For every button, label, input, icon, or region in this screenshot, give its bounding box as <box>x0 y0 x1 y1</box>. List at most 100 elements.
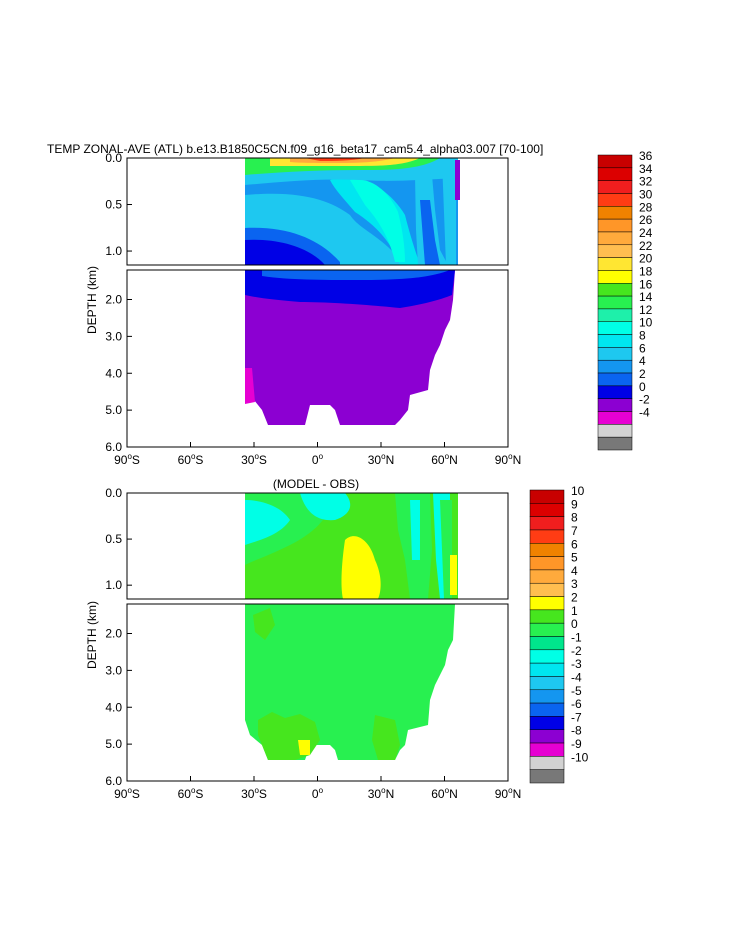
field-shape <box>298 740 310 755</box>
field-shape <box>410 500 420 560</box>
y-tick-label: 3.0 <box>105 663 122 677</box>
colorbar-swatch <box>529 689 565 704</box>
colorbar-label: 28 <box>639 200 653 214</box>
colorbar-label: -4 <box>639 406 650 420</box>
colorbar-swatch <box>529 742 565 757</box>
y-tick-label: 6.0 <box>105 440 122 454</box>
colorbar-swatch <box>597 347 633 361</box>
colorbar-swatch <box>597 244 633 258</box>
field-shape <box>350 179 405 262</box>
field-shape <box>420 200 440 265</box>
colorbar-label: 30 <box>639 187 653 201</box>
colorbar-label: -10 <box>571 750 589 764</box>
x-tick-label: 60oS <box>178 452 204 467</box>
field-shape <box>442 160 456 265</box>
colorbar-label: 20 <box>639 252 653 266</box>
colorbar-swatch <box>597 218 633 233</box>
field-shape <box>455 160 460 200</box>
colorbar-swatch <box>597 295 633 310</box>
field-shape <box>245 500 290 545</box>
x-tick-label: 0o <box>312 452 324 467</box>
colorbar-swatch <box>597 257 633 271</box>
colorbar-label: 24 <box>639 226 653 240</box>
colorbar-label: -6 <box>571 697 582 711</box>
colorbar-swatch <box>529 609 565 624</box>
colorbar-layer: 363432302826242220181614121086420-2-4109… <box>529 149 653 784</box>
field-shape <box>372 715 400 760</box>
x-tick-label: 30oN <box>368 452 394 467</box>
colorbar-label: -2 <box>639 393 650 407</box>
y-tick-label: 2.0 <box>105 293 122 307</box>
colorbar-label: 6 <box>639 341 646 355</box>
colorbar-label: 18 <box>639 264 653 278</box>
bottom-chart-title: (MODEL - OBS) <box>273 477 359 491</box>
colorbar-label: 7 <box>571 524 578 538</box>
bottom-lower-field <box>245 604 455 760</box>
colorbar-label: 0 <box>639 380 646 394</box>
colorbar-label: 14 <box>639 290 653 304</box>
colorbar-label: 8 <box>571 511 578 525</box>
y-tick-label: 4.0 <box>105 366 122 380</box>
colorbar-label: 12 <box>639 303 653 317</box>
colorbar-swatch <box>597 206 633 220</box>
colorbar-label: -9 <box>571 737 582 751</box>
colorbar-label: -2 <box>571 644 582 658</box>
field-shape <box>245 270 455 425</box>
colorbar-swatch <box>529 756 565 770</box>
colorbar-label: 2 <box>571 591 578 605</box>
colorbar-swatch <box>597 359 633 374</box>
field-shape <box>245 239 325 265</box>
y-tick-label: 0.5 <box>105 198 122 212</box>
field-shape <box>253 608 275 640</box>
colorbar-swatch <box>597 193 633 207</box>
colorbar-label: 3 <box>571 577 578 591</box>
colorbar-swatch <box>529 676 565 691</box>
colorbar-label: 10 <box>639 316 653 330</box>
colorbar-swatch <box>529 662 565 677</box>
x-tick-label: 30oS <box>241 786 267 801</box>
colorbar-swatch <box>597 308 633 322</box>
colorbar-label: 4 <box>571 564 578 578</box>
axes-layer: 90oS 60oS 30oS 0o 30oN 60oN 90oN 0.0 0.5 1.0 2.0 3.… <box>85 151 521 801</box>
x-tick-label: 0o <box>312 786 324 801</box>
colorbar-label: -4 <box>571 670 582 684</box>
y-tick-label: 4.0 <box>105 700 122 714</box>
colorbar-swatch <box>529 716 565 730</box>
colorbar-swatch <box>529 543 565 557</box>
x-tick-label: 90oN <box>495 452 521 467</box>
colorbar-label: -8 <box>571 724 582 738</box>
colorbar-label: -7 <box>571 710 582 724</box>
y-tick-label: 0.0 <box>105 486 122 500</box>
colorbar-swatch <box>529 529 565 544</box>
bottom-panel: (MODEL - OBS) <box>126 477 509 782</box>
colorbar-swatch <box>597 424 633 438</box>
x-tick-label: 30oS <box>241 452 267 467</box>
y-tick-label: 1.0 <box>105 244 122 258</box>
colorbar-label: 10 <box>571 484 585 498</box>
colorbar-label: 16 <box>639 277 653 291</box>
field-shape <box>341 536 381 599</box>
colorbar-swatch <box>597 167 633 181</box>
y-tick-label: 6.0 <box>105 774 122 788</box>
field-shape <box>262 270 450 280</box>
colorbar-label: 9 <box>571 497 578 511</box>
colorbar-label: 0 <box>571 617 578 631</box>
x-tick-label: 90oS <box>114 452 140 467</box>
x-tick-label: 60oN <box>431 786 457 801</box>
y-tick-label: 5.0 <box>105 737 122 751</box>
colorbar-label: 22 <box>639 239 653 253</box>
colorbar-swatch <box>597 321 633 335</box>
colorbar-swatch <box>597 372 633 387</box>
y-tick-label: 0.5 <box>105 532 122 546</box>
top-lower-field <box>245 270 455 425</box>
colorbar-swatch <box>597 231 633 246</box>
y-tick-label: 2.0 <box>105 627 122 641</box>
top-panel: TEMP ZONAL-AVE (ATL) b.e13.B1850C5CN.f09… <box>47 142 543 448</box>
colorbar-swatch <box>597 334 633 348</box>
colorbar-label: 1 <box>571 604 578 618</box>
top-upper-frame <box>126 157 509 266</box>
colorbar-swatch <box>529 569 565 584</box>
colorbar-swatch <box>529 729 565 744</box>
x-tick-label: 30oN <box>368 786 394 801</box>
